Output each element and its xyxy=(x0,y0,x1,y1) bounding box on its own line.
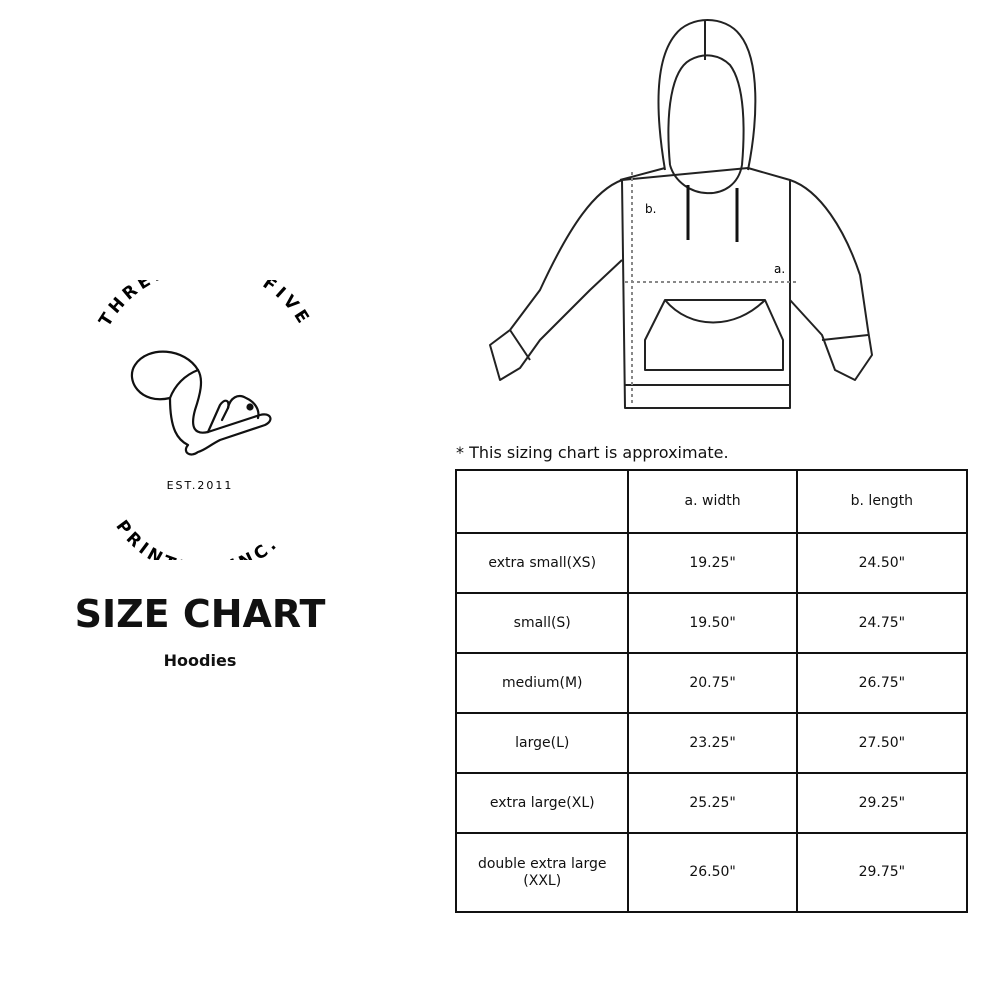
width-cell: 25.25" xyxy=(627,772,798,834)
logo-top-text: THREE SIXTY FIVE xyxy=(95,280,310,330)
size-cell: small(S) xyxy=(454,592,630,654)
length-cell: 26.75" xyxy=(795,652,969,714)
width-cell: 19.25" xyxy=(627,532,798,594)
right-sleeve xyxy=(789,179,873,381)
table-row: extra large(XL) 25.25" 29.25" xyxy=(454,772,969,834)
size-table: a. width b. length extra small(XS) 19.25… xyxy=(454,469,969,913)
size-cell: medium(M) xyxy=(454,652,630,714)
table-row: large(L) 23.25" 27.50" xyxy=(454,712,969,774)
logo-bottom-text: PRINTING INC. xyxy=(111,517,279,560)
length-cell: 24.50" xyxy=(795,532,969,594)
label-a: a. xyxy=(774,262,785,276)
length-cell: 29.75" xyxy=(795,832,969,913)
sizing-note: * This sizing chart is approximate. xyxy=(456,443,729,462)
label-b: b. xyxy=(645,202,656,216)
header-length: b. length xyxy=(795,469,969,534)
size-cell: extra small(XS) xyxy=(454,532,630,594)
table-header-row: a. width b. length xyxy=(454,469,969,534)
header-width: a. width xyxy=(627,469,798,534)
header-size xyxy=(454,469,630,534)
length-cell: 29.25" xyxy=(795,772,969,834)
width-cell: 19.50" xyxy=(627,592,798,654)
logo-established: EST.2011 xyxy=(167,479,234,492)
width-cell: 23.25" xyxy=(627,712,798,774)
brand-logo: THREE SIXTY FIVE PRINTING INC. EST.2011 xyxy=(95,280,314,560)
squirrel-icon xyxy=(130,350,272,456)
width-cell: 26.50" xyxy=(627,832,798,913)
width-cell: 20.75" xyxy=(627,652,798,714)
svg-text:THREE SIXTY FIVE: THREE SIXTY FIVE xyxy=(95,280,314,330)
hood-outline xyxy=(657,19,757,171)
table-row: medium(M) 20.75" 26.75" xyxy=(454,652,969,714)
size-cell: double extra large (XXL) xyxy=(454,832,630,913)
length-cell: 24.75" xyxy=(795,592,969,654)
pocket-outline xyxy=(644,299,784,371)
svg-text:PRINTING INC.: PRINTING INC. xyxy=(111,517,283,560)
table-row: double extra large (XXL) 26.50" 29.75" xyxy=(454,832,969,913)
table-row: small(S) 19.50" 24.75" xyxy=(454,592,969,654)
body-outline xyxy=(619,167,791,409)
table-row: extra small(XS) 19.25" 24.50" xyxy=(454,532,969,594)
left-sleeve xyxy=(489,179,623,381)
size-cell: large(L) xyxy=(454,712,630,774)
hoodie-diagram: b. a. xyxy=(489,19,873,409)
size-cell: extra large(XL) xyxy=(454,772,630,834)
length-cell: 27.50" xyxy=(795,712,969,774)
page-title: SIZE CHART xyxy=(74,592,326,636)
page-subtitle: Hoodies xyxy=(163,651,237,670)
